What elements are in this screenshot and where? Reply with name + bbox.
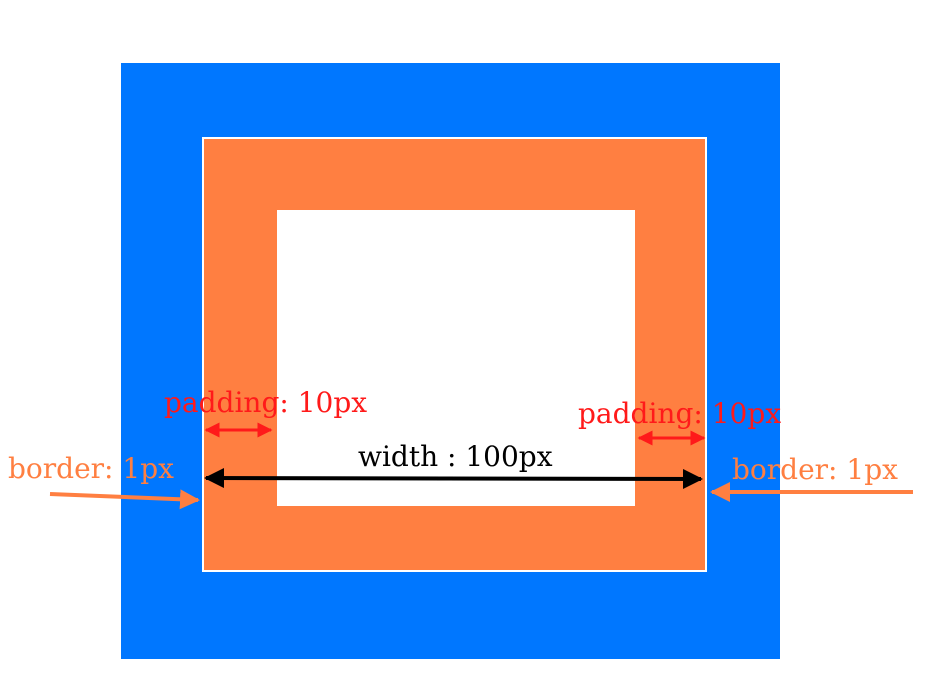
padding-left-label: padding: 10px	[164, 386, 367, 419]
border-right-label: border: 1px	[732, 453, 898, 486]
border-left-label: border: 1px	[8, 452, 174, 485]
width-label: width : 100px	[358, 440, 553, 473]
padding-right-label: padding: 10px	[578, 397, 781, 430]
width-arrow	[204, 468, 703, 489]
content-box	[277, 210, 635, 506]
border-left-arrow	[49, 489, 200, 510]
